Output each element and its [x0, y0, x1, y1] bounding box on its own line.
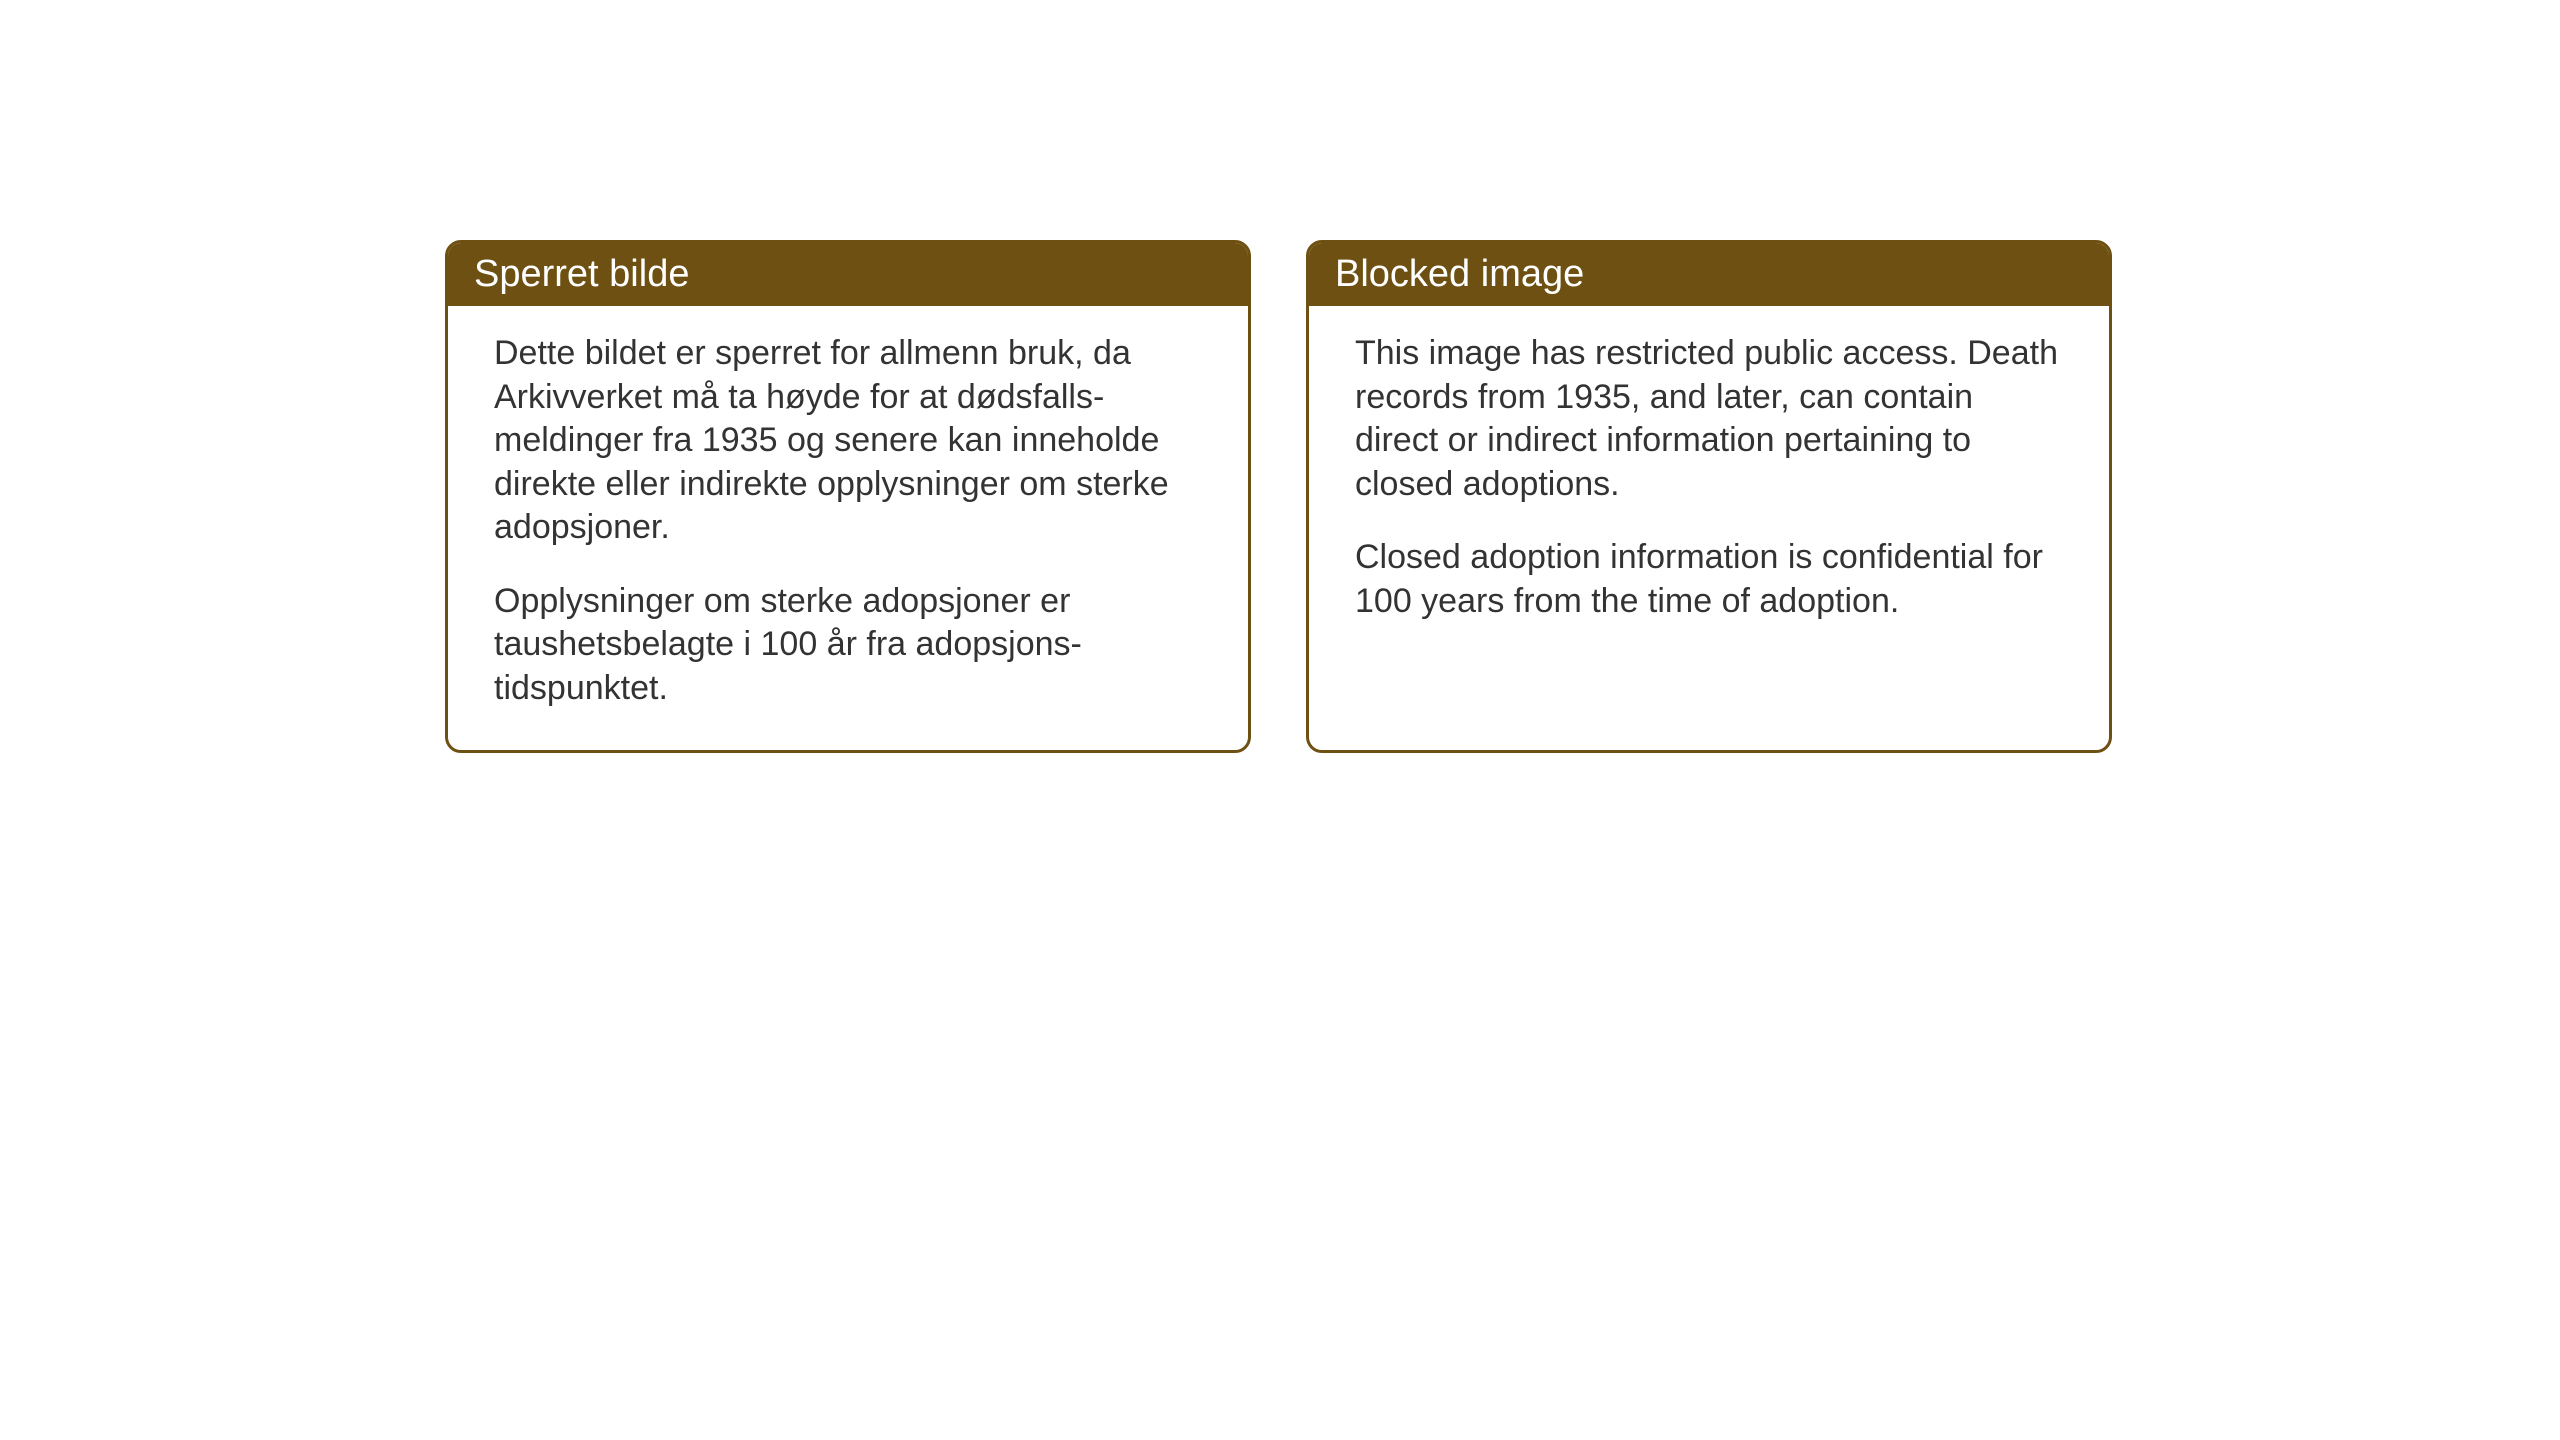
norwegian-paragraph-1: Dette bildet er sperret for allmenn bruk… — [494, 332, 1202, 550]
norwegian-paragraph-2: Opplysninger om sterke adopsjoner er tau… — [494, 580, 1202, 711]
english-notice-body: This image has restricted public access.… — [1309, 306, 2109, 663]
english-notice-title: Blocked image — [1309, 243, 2109, 306]
norwegian-notice-title: Sperret bilde — [448, 243, 1248, 306]
english-notice-box: Blocked image This image has restricted … — [1306, 240, 2112, 753]
norwegian-notice-body: Dette bildet er sperret for allmenn bruk… — [448, 306, 1248, 750]
english-paragraph-2: Closed adoption information is confident… — [1355, 536, 2063, 623]
english-paragraph-1: This image has restricted public access.… — [1355, 332, 2063, 506]
notice-container: Sperret bilde Dette bildet er sperret fo… — [445, 240, 2112, 753]
norwegian-notice-box: Sperret bilde Dette bildet er sperret fo… — [445, 240, 1251, 753]
